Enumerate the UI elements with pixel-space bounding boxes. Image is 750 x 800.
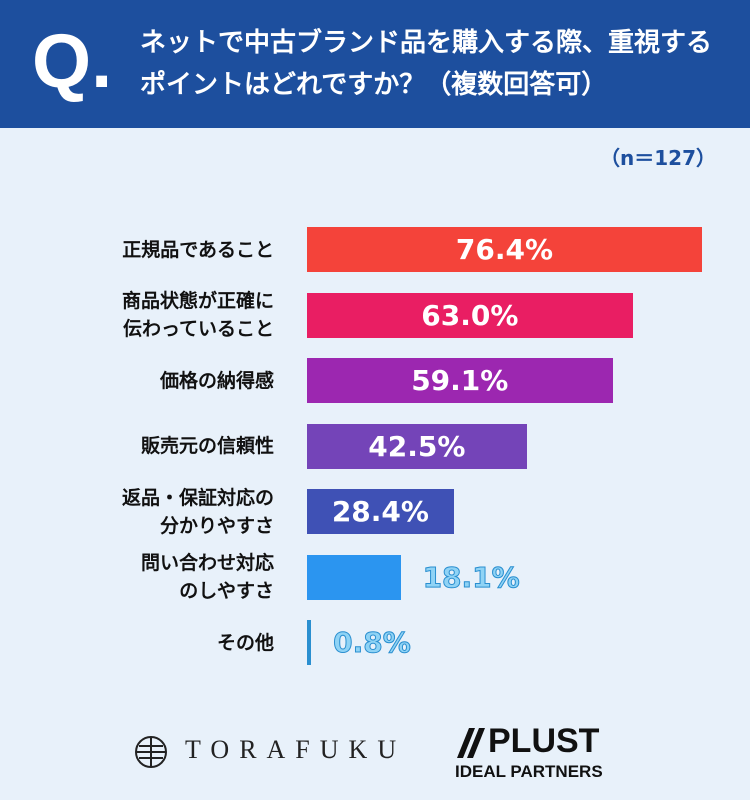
logo-plust: PLUST: [488, 722, 600, 760]
header-band: [0, 0, 750, 128]
bar: [307, 358, 613, 403]
question-mark: Q.: [32, 19, 113, 104]
bar: [307, 620, 312, 665]
category-label: 返品・保証対応の 分かりやすさ: [121, 486, 274, 537]
value-label: 63.0%: [421, 298, 519, 332]
bar: [307, 227, 702, 272]
value-label: 18.1%: [422, 560, 520, 594]
sample-note: （n＝127）: [600, 146, 716, 170]
value-label: 28.4%: [331, 495, 429, 528]
logo-torafuku: TORAFUKU: [185, 735, 407, 764]
logo-ideal-partners: IDEAL PARTNERS: [455, 762, 603, 781]
torafuku-icon: [135, 736, 167, 768]
plust-icon: [457, 728, 485, 758]
category-label: 商品状態が正確に 伝わっていること: [121, 290, 274, 340]
category-label: 販売元の信頼性: [140, 435, 274, 457]
bar: [307, 489, 454, 534]
chart-title: ネットで中古ブランド品を購入する際、重視するポイントはどれですか？（複数回答可）: [140, 28, 713, 100]
category-label: その他: [216, 631, 274, 654]
bar: [307, 292, 633, 338]
bar: [307, 423, 527, 469]
value-label: 76.4%: [455, 233, 554, 266]
value-label: 0.8%: [333, 626, 412, 660]
category-label: 正規品であること: [122, 238, 274, 261]
value-label: 59.1%: [411, 364, 509, 397]
bar: [307, 554, 401, 600]
category-label: 価格の納得感: [159, 369, 274, 392]
value-label: 42.5%: [368, 429, 466, 463]
category-label: 問い合わせ対応 のしやすさ: [140, 552, 274, 602]
